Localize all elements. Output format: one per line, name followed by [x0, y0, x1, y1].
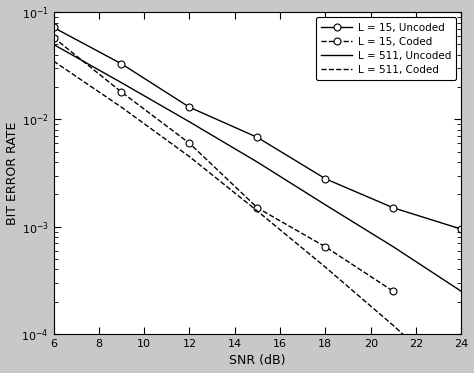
L = 511, Uncoded [322, 203, 328, 207]
L = 511, Coded [322, 265, 328, 269]
L = 511, Uncoded [255, 160, 260, 164]
L = 511, Coded [187, 154, 192, 159]
Line: L = 15, Uncoded: L = 15, Uncoded [50, 24, 465, 233]
L = 511, Uncoded [391, 245, 396, 249]
L = 511, Uncoded [458, 289, 464, 294]
L = 15, Uncoded [391, 206, 396, 210]
L = 15, Uncoded [118, 62, 124, 66]
L = 15, Coded [255, 206, 260, 210]
L = 15, Uncoded [255, 135, 260, 140]
L = 15, Uncoded [51, 25, 56, 30]
L = 15, Coded [118, 90, 124, 94]
L = 511, Uncoded [51, 42, 56, 47]
Legend: L = 15, Uncoded, L = 15, Coded, L = 511, Uncoded, L = 511, Coded: L = 15, Uncoded, L = 15, Coded, L = 511,… [316, 18, 456, 80]
L = 511, Coded [391, 323, 396, 328]
L = 511, Coded [255, 209, 260, 213]
L = 511, Coded [51, 59, 56, 63]
L = 15, Uncoded [458, 227, 464, 231]
L = 15, Coded [322, 245, 328, 249]
X-axis label: SNR (dB): SNR (dB) [229, 354, 286, 367]
Line: L = 511, Uncoded: L = 511, Uncoded [54, 44, 461, 291]
L = 15, Coded [51, 35, 56, 40]
L = 15, Uncoded [187, 105, 192, 109]
L = 15, Coded [187, 141, 192, 145]
L = 511, Coded [118, 105, 124, 109]
L = 511, Uncoded [187, 120, 192, 124]
L = 15, Coded [391, 289, 396, 294]
L = 511, Uncoded [118, 81, 124, 85]
L = 15, Uncoded [322, 176, 328, 181]
Y-axis label: BIT ERROR RATE: BIT ERROR RATE [6, 121, 18, 225]
Line: L = 511, Coded: L = 511, Coded [54, 61, 461, 373]
Line: L = 15, Coded: L = 15, Coded [50, 34, 397, 295]
